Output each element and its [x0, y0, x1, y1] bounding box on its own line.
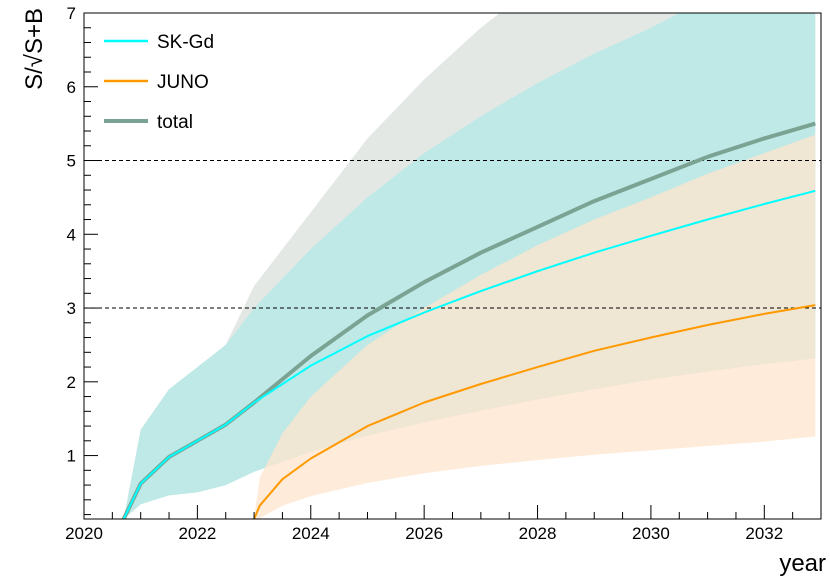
y-tick-label: 1 — [67, 447, 76, 466]
x-tick-label: 2022 — [178, 524, 216, 543]
x-tick-label: 2030 — [632, 524, 670, 543]
y-tick-label: 2 — [67, 373, 76, 392]
uncertainty-bands — [123, 13, 816, 519]
y-tick-label: 3 — [67, 299, 76, 318]
legend-label-juno: JUNO — [157, 72, 209, 93]
x-tick-label: 2024 — [292, 524, 330, 543]
y-tick-label: 7 — [67, 4, 76, 23]
x-tick-label: 2028 — [519, 524, 557, 543]
x-tick-label: 2020 — [65, 524, 103, 543]
x-axis-label: year — [779, 550, 826, 576]
legend: SK-Gd JUNO total — [104, 32, 214, 133]
y-tick-label: 4 — [67, 225, 76, 244]
reference-lines — [84, 160, 821, 309]
band-sk-gd — [123, 13, 816, 519]
y-axis-label: S/√S+B — [21, 8, 48, 90]
series-curves — [121, 121, 816, 519]
legend-label-total: total — [157, 112, 193, 133]
line-juno — [253, 304, 816, 519]
y-tick-label: 6 — [67, 78, 76, 97]
x-tick-label: 2026 — [405, 524, 443, 543]
x-tick-label: 2032 — [745, 524, 783, 543]
legend-label-sk-gd: SK-Gd — [157, 32, 214, 53]
y-tick-label: 5 — [67, 152, 76, 171]
band-juno — [254, 134, 816, 519]
axes: 2020 2022 2024 2026 2028 2030 2032 1 2 3 4 5 6 7 — [65, 4, 822, 543]
line-sk-gd — [122, 189, 816, 519]
